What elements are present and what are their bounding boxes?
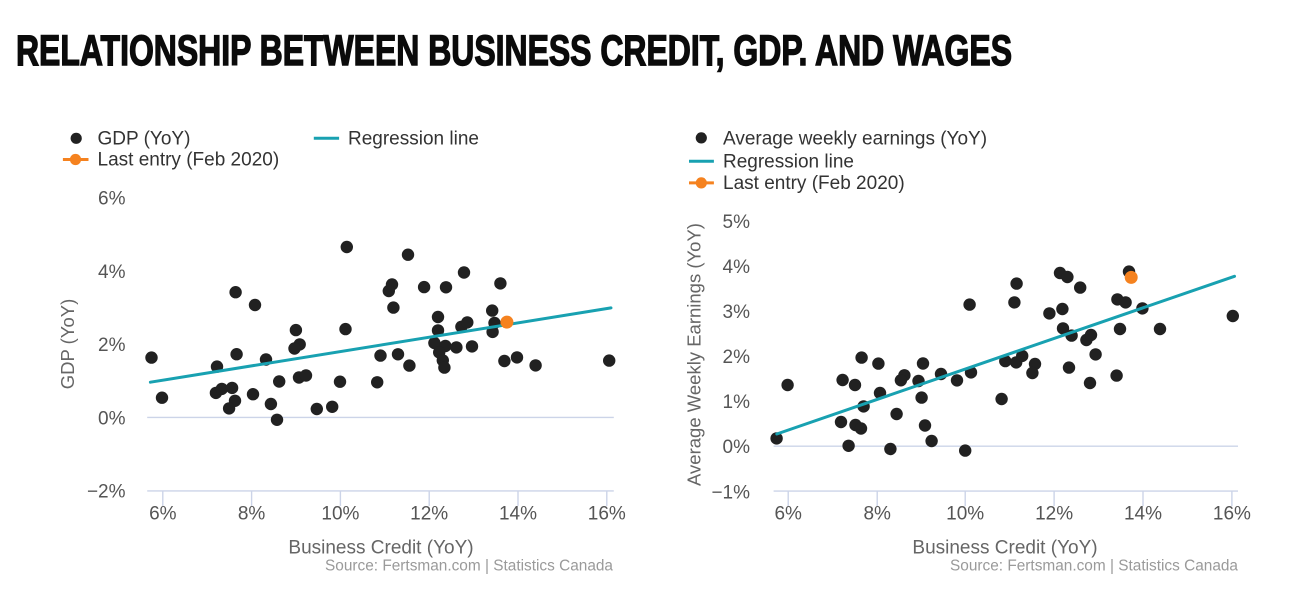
svg-text:Average weekly earnings (YoY): Average weekly earnings (YoY): [723, 128, 987, 149]
svg-text:2%: 2%: [723, 347, 751, 368]
svg-text:14%: 14%: [1124, 504, 1162, 525]
svg-text:8%: 8%: [863, 504, 891, 525]
svg-text:GDP (YoY): GDP (YoY): [57, 299, 78, 390]
svg-text:4%: 4%: [723, 257, 751, 278]
svg-text:Last entry (Feb 2020): Last entry (Feb 2020): [723, 173, 905, 194]
svg-text:Source: Fertsman.com | Statist: Source: Fertsman.com | Statistics Canada: [325, 558, 613, 575]
svg-text:10%: 10%: [321, 504, 359, 525]
svg-text:GDP (YoY): GDP (YoY): [98, 128, 191, 149]
svg-text:Business Credit (YoY): Business Credit (YoY): [912, 538, 1097, 559]
svg-text:Average Weekly Earnings (YoY): Average Weekly Earnings (YoY): [684, 223, 705, 486]
svg-text:Regression line: Regression line: [723, 151, 854, 172]
svg-text:6%: 6%: [774, 504, 802, 525]
svg-text:12%: 12%: [1035, 504, 1073, 525]
svg-text:5%: 5%: [723, 212, 751, 233]
svg-text:12%: 12%: [410, 504, 448, 525]
svg-text:−1%: −1%: [711, 482, 750, 503]
svg-text:0%: 0%: [98, 408, 126, 429]
svg-text:1%: 1%: [723, 392, 751, 413]
svg-text:2%: 2%: [98, 335, 126, 356]
svg-text:4%: 4%: [98, 262, 126, 283]
svg-text:3%: 3%: [723, 302, 751, 323]
svg-text:10%: 10%: [946, 504, 984, 525]
svg-text:Source: Fertsman.com | Statist: Source: Fertsman.com | Statistics Canada: [950, 558, 1238, 575]
svg-text:8%: 8%: [238, 504, 266, 525]
svg-text:−2%: −2%: [87, 482, 126, 503]
svg-text:Regression line: Regression line: [348, 128, 479, 149]
svg-text:16%: 16%: [588, 504, 626, 525]
svg-text:RELATIONSHIP BETWEEN BUSINESS: RELATIONSHIP BETWEEN BUSINESS CREDIT, GD…: [16, 28, 1012, 75]
svg-text:6%: 6%: [149, 504, 177, 525]
svg-text:Business Credit (YoY): Business Credit (YoY): [288, 538, 473, 559]
svg-text:0%: 0%: [723, 437, 751, 458]
svg-text:6%: 6%: [98, 189, 126, 210]
svg-text:Last entry (Feb 2020): Last entry (Feb 2020): [98, 150, 280, 171]
svg-text:16%: 16%: [1213, 504, 1251, 525]
svg-text:14%: 14%: [499, 504, 537, 525]
